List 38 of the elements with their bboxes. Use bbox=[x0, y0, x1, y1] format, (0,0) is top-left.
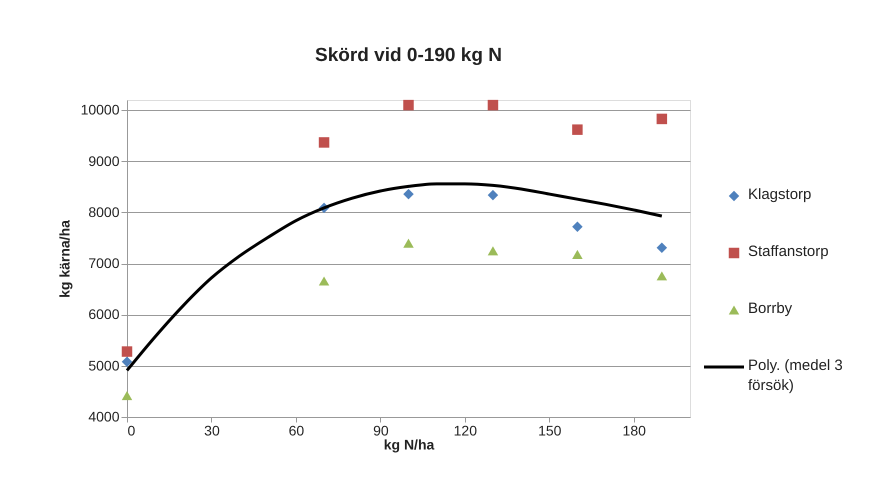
line-series bbox=[126, 182, 664, 372]
point bbox=[488, 246, 498, 256]
point bbox=[403, 188, 414, 200]
legend-label: Poly. (medel 3 försök) bbox=[748, 357, 843, 394]
point bbox=[572, 250, 583, 259]
point bbox=[572, 222, 583, 232]
x-tick-label: 30 bbox=[204, 422, 220, 438]
legend-label: Borrby bbox=[748, 300, 793, 317]
y-axis-title: kg kärna/ha bbox=[56, 220, 73, 298]
point bbox=[403, 238, 414, 248]
legend-label: Klagstorp bbox=[748, 186, 812, 203]
y-tick-label: 7000 bbox=[88, 255, 120, 272]
y-tick-label: 5000 bbox=[88, 357, 120, 374]
legend-label: Staffanstorp bbox=[748, 243, 829, 260]
point bbox=[122, 346, 132, 357]
y-tick-label: 10000 bbox=[80, 102, 120, 118]
point bbox=[488, 190, 498, 200]
x-tick-label: 120 bbox=[454, 422, 478, 438]
x-tick-label: 60 bbox=[288, 422, 304, 438]
y-tick-label: 6000 bbox=[88, 306, 120, 322]
x-tick-label: 90 bbox=[373, 422, 389, 438]
y-tick-label: 9000 bbox=[88, 152, 120, 169]
x-axis-title: kg N/ha bbox=[384, 436, 434, 452]
point bbox=[656, 242, 668, 254]
point bbox=[318, 137, 330, 148]
point bbox=[122, 390, 132, 400]
y-tick-label: 4000 bbox=[88, 408, 120, 424]
x-tick-label: 180 bbox=[622, 422, 646, 438]
point bbox=[403, 100, 414, 110]
x-tick-label: 150 bbox=[538, 422, 562, 438]
chart-title: Skörd vid 0-190 kg N bbox=[315, 44, 502, 66]
point bbox=[572, 124, 583, 135]
x-tick-label: 0 bbox=[128, 422, 136, 438]
y-tick-label: 8000 bbox=[88, 204, 120, 220]
point bbox=[656, 114, 668, 124]
point bbox=[488, 100, 498, 110]
point bbox=[656, 271, 668, 280]
point bbox=[318, 276, 330, 286]
